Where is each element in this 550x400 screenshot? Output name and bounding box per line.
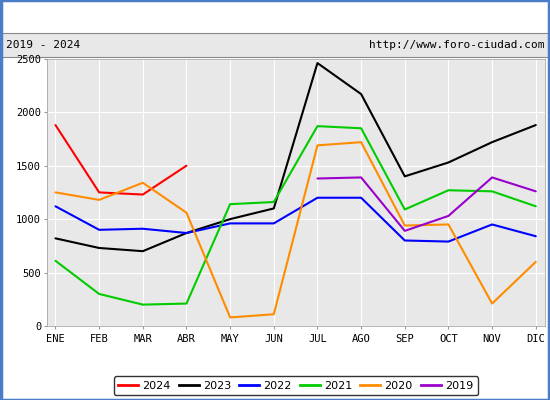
Legend: 2024, 2023, 2022, 2021, 2020, 2019: 2024, 2023, 2022, 2021, 2020, 2019 (113, 376, 478, 395)
Text: Evolucion Nº Turistas Nacionales en el municipio de Galaroza: Evolucion Nº Turistas Nacionales en el m… (23, 9, 527, 24)
Text: 2019 - 2024: 2019 - 2024 (6, 40, 80, 50)
Text: http://www.foro-ciudad.com: http://www.foro-ciudad.com (369, 40, 544, 50)
